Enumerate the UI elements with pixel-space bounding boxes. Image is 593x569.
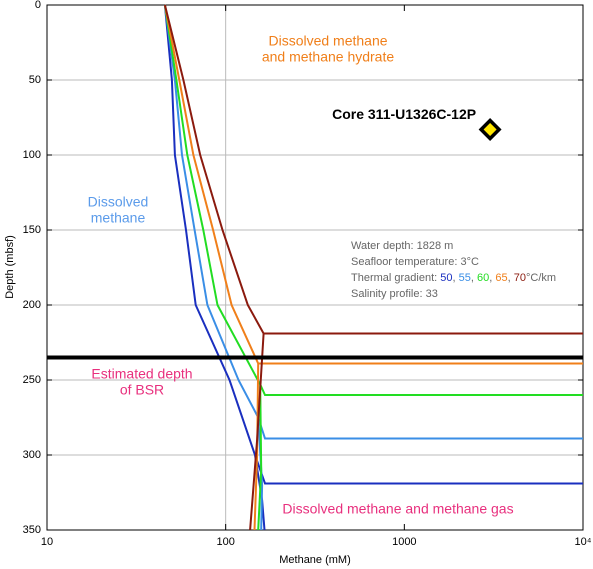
core-label: Core 311-U1326C-12P bbox=[332, 106, 476, 122]
y-tick-label: 300 bbox=[23, 449, 41, 461]
y-tick-label: 150 bbox=[23, 224, 41, 236]
legend-text: 65 bbox=[495, 272, 507, 284]
y-tick-label: 250 bbox=[23, 374, 41, 386]
x-tick-label: 10⁴ bbox=[575, 536, 592, 548]
legend-text: °C/km bbox=[526, 272, 556, 284]
series-line bbox=[163, 4, 583, 531]
annotation: methane bbox=[91, 210, 146, 226]
y-tick-label: 350 bbox=[23, 524, 41, 536]
legend-text: 50 bbox=[440, 272, 452, 284]
x-axis-label: Methane (mM) bbox=[279, 554, 351, 566]
y-tick-label: 0 bbox=[35, 0, 41, 11]
series-line bbox=[163, 4, 583, 531]
x-tick-label: 10 bbox=[41, 536, 53, 548]
info-text: Seafloor temperature: 3°C bbox=[351, 256, 479, 268]
info-text: Water depth: 1828 m bbox=[351, 240, 453, 252]
y-tick-label: 50 bbox=[29, 74, 41, 86]
annotation: of BSR bbox=[120, 382, 164, 398]
annotation: Dissolved methane bbox=[268, 33, 387, 49]
legend: Thermal gradient: 50, 55, 60, 65, 70°C/k… bbox=[351, 272, 556, 284]
legend-text: 55 bbox=[459, 272, 471, 284]
legend-text: , bbox=[489, 272, 495, 284]
legend-text: , bbox=[508, 272, 514, 284]
plot-frame bbox=[46, 4, 584, 531]
legend-text: , bbox=[471, 272, 477, 284]
series-line bbox=[163, 4, 583, 531]
legend-text: 70 bbox=[514, 272, 526, 284]
y-tick-label: 100 bbox=[23, 149, 41, 161]
annotation: Dissolved bbox=[88, 194, 149, 210]
x-tick-label: 1000 bbox=[392, 536, 416, 548]
annotation: Dissolved methane and methane gas bbox=[282, 501, 513, 517]
core-marker bbox=[478, 118, 502, 141]
legend-text: , bbox=[453, 272, 459, 284]
info-text: Salinity profile: 33 bbox=[351, 288, 438, 300]
y-tick-label: 200 bbox=[23, 299, 41, 311]
x-tick-label: 100 bbox=[216, 536, 234, 548]
y-axis-label: Depth (mbsf) bbox=[4, 235, 16, 299]
legend-text: 60 bbox=[477, 272, 489, 284]
series-line bbox=[163, 4, 583, 531]
annotation: Estimated depth bbox=[91, 366, 192, 382]
annotation: and methane hydrate bbox=[262, 49, 395, 65]
legend-text: Thermal gradient: bbox=[351, 272, 440, 284]
